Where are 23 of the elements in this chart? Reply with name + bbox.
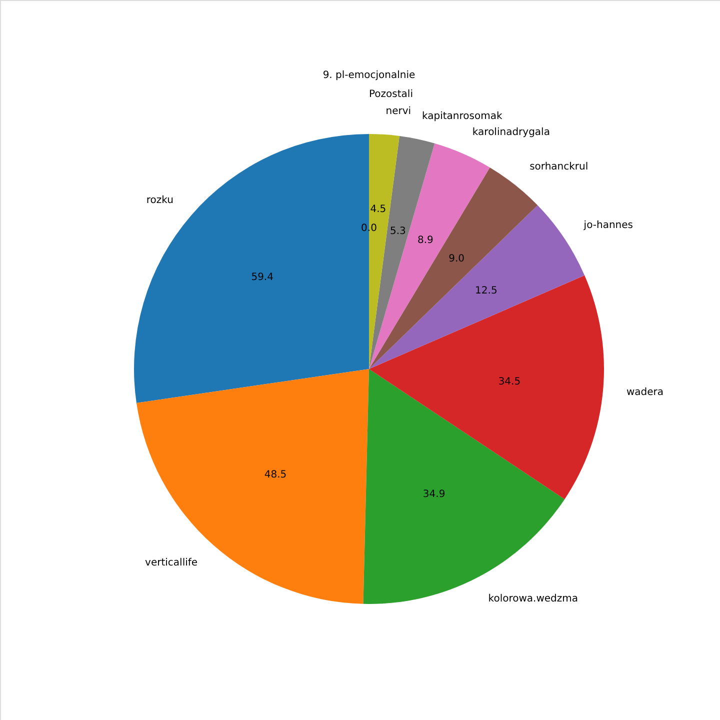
slice-label: karolinadrygala (472, 127, 550, 138)
slice-label: kolorowa.wedzma (488, 593, 578, 604)
data-label: 48.5 (264, 470, 287, 481)
data-label: 34.9 (422, 489, 446, 500)
data-label: 34.5 (498, 376, 521, 388)
data-label: 5.3 (390, 226, 406, 237)
data-label: 9.0 (448, 254, 465, 264)
category-label: Pozostali (369, 88, 413, 100)
data-label: 4.5 (370, 204, 386, 215)
slice-label: verticallife (145, 557, 198, 568)
slice-label: nervi (386, 106, 412, 118)
slice-label: wadera (626, 386, 664, 398)
slice-label: rozku (146, 194, 174, 206)
pie-slice (136, 369, 369, 604)
data-label: 8.9 (417, 234, 434, 246)
text: 0.0 (361, 223, 377, 234)
pie-slice (369, 275, 604, 500)
data-label: 59.4 (251, 272, 274, 283)
slice-label: jo-hannes (582, 220, 633, 232)
slice-label: kapitanrosomak (422, 110, 502, 122)
chart-title: 9. pl-emocjonalnie (322, 70, 416, 81)
data-label: 12.5 (475, 286, 498, 297)
slice-label: sorhanckrul (530, 161, 588, 172)
